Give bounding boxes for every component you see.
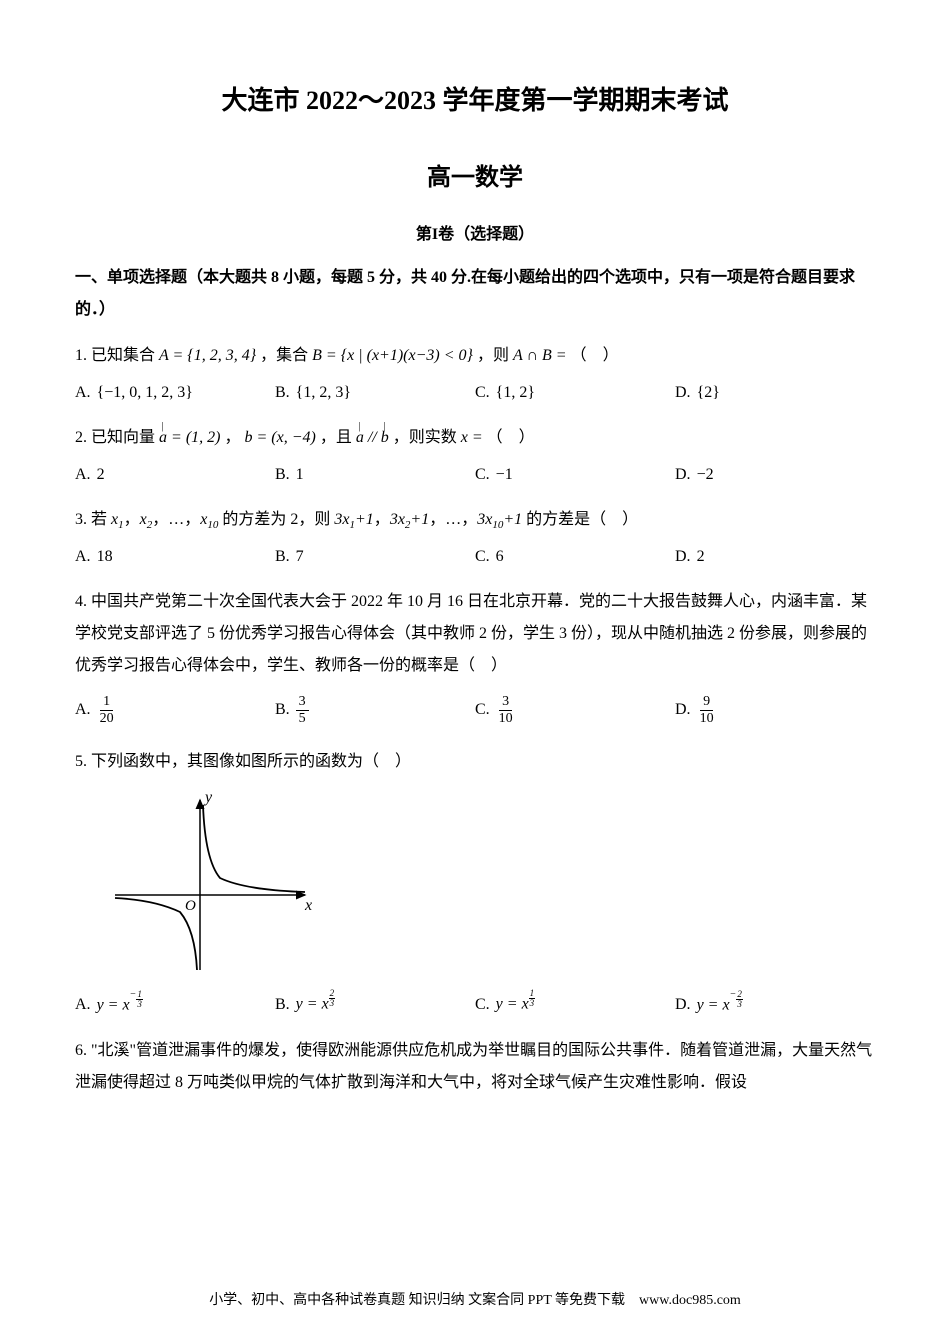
q5-optA: A. y = x−13 (75, 995, 275, 1015)
q4-optB: B. 35 (275, 694, 475, 726)
q5-graph: y x O (105, 790, 875, 985)
y-axis-label: y (203, 790, 213, 806)
question-1: 1. 已知集合 A = {1, 2, 3, 4} ，集合 B = {x | (x… (75, 340, 875, 372)
q5-options: A. y = x−13 B. y = x23 C. y = x13 D. y =… (75, 995, 875, 1015)
q5-optC: C. y = x13 (475, 995, 675, 1014)
q1-optB: B.{1, 2, 3} (275, 384, 475, 402)
q1-optC: C.{1, 2} (475, 384, 675, 402)
question-2: 2. 已知向量 |a = (1, 2) ， b = (x, −4) ，且 |a … (75, 422, 875, 454)
q3-options: A. 18 B. 7 C. 6 D. 2 (75, 548, 875, 566)
paper-section: 第I卷（选择题） (75, 220, 875, 244)
q1-setB: B = {x | (x+1)(x−3) < 0} (312, 347, 473, 364)
question-3: 3. 若 x1，x2，…，x10 的方差为 2，则 3x1+1，3x2+1，…，… (75, 504, 875, 536)
question-6: 6. "北溪"管道泄漏事件的爆发，使得欧洲能源供应危机成为举世瞩目的国际公共事件… (75, 1035, 875, 1099)
page-footer: 小学、初中、高中各种试卷真题 知识归纳 文案合同 PPT 等免费下载 www.d… (0, 1289, 950, 1309)
q4-optA: A. 120 (75, 694, 275, 726)
origin-label: O (185, 898, 196, 914)
q1-mid2: ，则 (477, 347, 513, 364)
q1-mid1: ，集合 (260, 347, 312, 364)
q1-expr: A ∩ B = (513, 347, 567, 364)
section-header: 一、单项选择题（本大题共 8 小题，每题 5 分，共 40 分.在每小题给出的四… (75, 262, 875, 326)
q2-optC: C. −1 (475, 466, 675, 484)
q2-optD: D. −2 (675, 466, 875, 484)
function-graph: y x O (105, 790, 325, 980)
x-axis-label: x (304, 897, 312, 914)
q2-options: A. 2 B. 1 C. −1 D. −2 (75, 466, 875, 484)
q4-optC: C. 310 (475, 694, 675, 726)
q4-options: A. 120 B. 35 C. 310 D. 910 (75, 694, 875, 726)
q1-optD: D.{2} (675, 384, 875, 402)
subject-title: 高一数学 (75, 157, 875, 192)
q3-optD: D. 2 (675, 548, 875, 566)
q3-optA: A. 18 (75, 548, 275, 566)
q4-optD: D. 910 (675, 694, 875, 726)
q3-optC: C. 6 (475, 548, 675, 566)
q3-optB: B. 7 (275, 548, 475, 566)
q1-optA: A.{−1, 0, 1, 2, 3} (75, 384, 275, 402)
q1-end: （ ） (571, 347, 619, 364)
question-4: 4. 中国共产党第二十次全国代表大会于 2022 年 10 月 16 日在北京开… (75, 586, 875, 682)
main-title: 大连市 2022～2023 学年度第一学期期末考试 (75, 80, 875, 117)
q5-optD: D. y = x−23 (675, 995, 875, 1015)
q1-setA: A = {1, 2, 3, 4} (159, 347, 256, 364)
q1-options: A.{−1, 0, 1, 2, 3} B.{1, 2, 3} C.{1, 2} … (75, 384, 875, 402)
q2-optB: B. 1 (275, 466, 475, 484)
q2-optA: A. 2 (75, 466, 275, 484)
question-5: 5. 下列函数中，其图像如图所示的函数为（ ） (75, 746, 875, 778)
q5-optB: B. y = x23 (275, 995, 475, 1014)
q1-prefix: 1. 已知集合 (75, 347, 159, 364)
